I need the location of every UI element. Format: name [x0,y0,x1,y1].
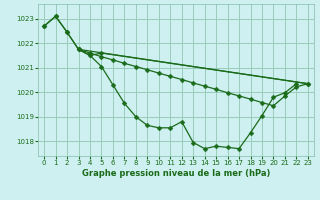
X-axis label: Graphe pression niveau de la mer (hPa): Graphe pression niveau de la mer (hPa) [82,169,270,178]
